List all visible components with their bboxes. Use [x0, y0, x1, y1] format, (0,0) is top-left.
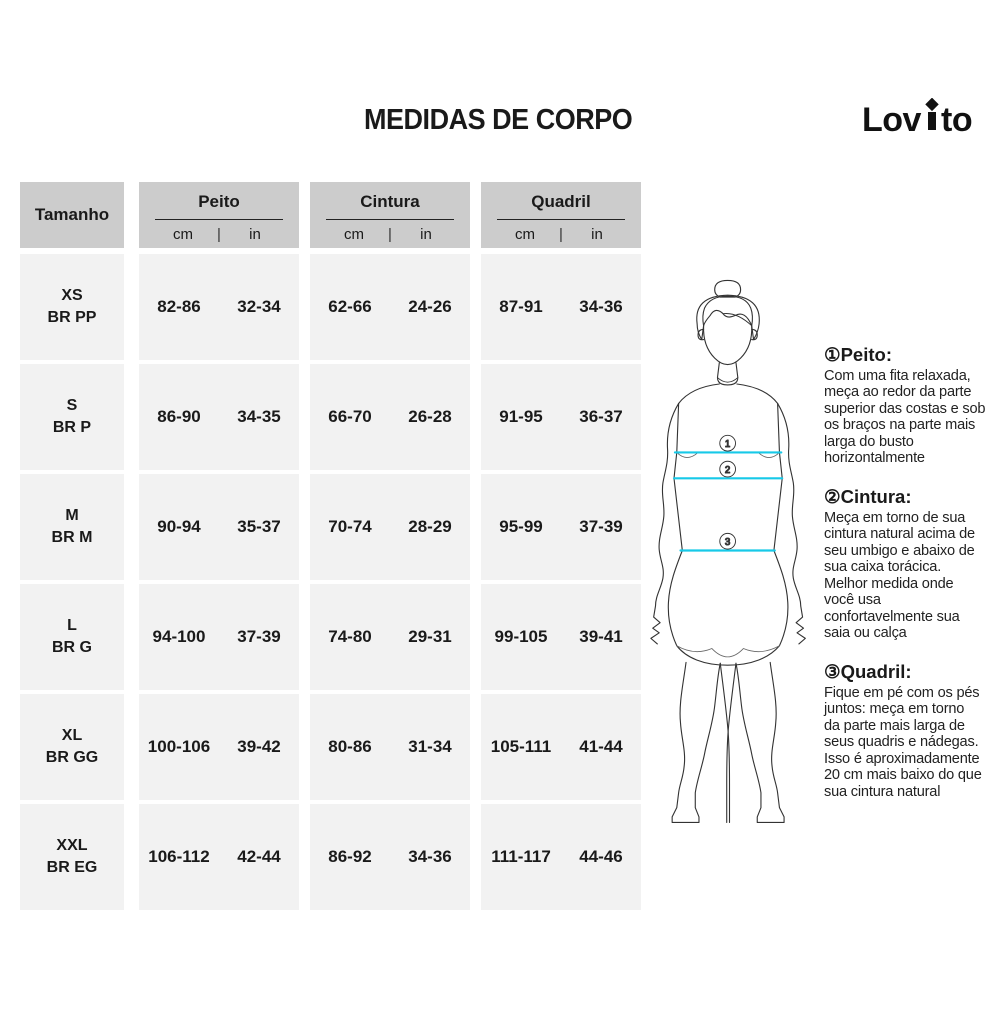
svg-text:2: 2	[725, 465, 730, 476]
svg-text:3: 3	[725, 537, 730, 548]
svg-text:1: 1	[725, 439, 730, 450]
svg-text:Lov: Lov	[862, 101, 922, 139]
svg-text:to: to	[941, 101, 972, 139]
